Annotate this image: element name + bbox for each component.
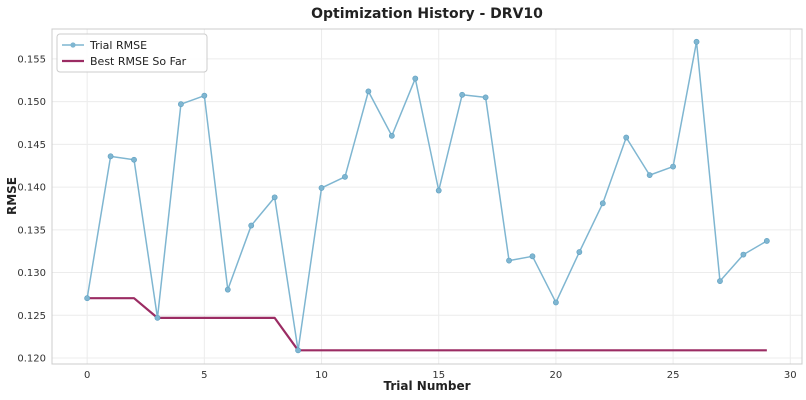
plot-area-frame: [51, 28, 803, 365]
y-tick-label: 0.130: [17, 268, 46, 279]
trial-rmse-point: [271, 194, 278, 201]
chart-title: Optimization History - DRV10: [311, 6, 543, 22]
y-tick-label: 0.150: [17, 97, 46, 108]
legend-trial-marker: [70, 42, 76, 48]
x-tick-label: 25: [667, 370, 680, 381]
trial-rmse-point: [529, 253, 536, 260]
trial-rmse-point: [84, 295, 91, 302]
y-axis-label: RMSE: [5, 177, 19, 215]
trial-rmse-point: [388, 132, 395, 139]
trial-rmse-point: [506, 257, 512, 264]
trial-rmse-point: [670, 163, 676, 170]
trial-rmse-point: [435, 187, 442, 194]
x-tick-label: 20: [550, 370, 563, 381]
trial-rmse-point: [107, 153, 114, 160]
x-tick-labels: 0 5 10 15 20 25 30: [84, 370, 797, 381]
trial-rmse-point: [459, 91, 466, 98]
trial-rmse-point: [646, 172, 653, 179]
y-tick-label: 0.155: [17, 54, 46, 65]
legend-trial-label: Trial RMSE: [89, 39, 147, 52]
trial-rmse-point: [599, 200, 606, 207]
trial-rmse-point: [318, 185, 325, 191]
legend: Trial RMSE Best RMSE So Far: [56, 33, 208, 73]
trial-rmse-point: [763, 238, 770, 244]
legend-best-label: Best RMSE So Far: [90, 55, 187, 68]
best-rmse-series: [87, 297, 767, 352]
trial-rmse-point: [482, 94, 489, 101]
y-tick-label: 0.120: [17, 354, 46, 365]
trial-rmse-point: [412, 75, 419, 82]
y-tick-label: 0.145: [17, 140, 46, 151]
trial-rmse-series: [84, 38, 770, 354]
trial-rmse-point: [365, 88, 372, 95]
trial-rmse-point: [295, 347, 301, 354]
trial-rmse-point: [178, 101, 184, 108]
trial-rmse-point: [201, 92, 208, 99]
x-tick-label: 30: [784, 370, 797, 381]
x-tick-label: 10: [315, 370, 328, 381]
trial-rmse-point: [224, 286, 231, 293]
x-tick-label: 5: [201, 370, 207, 381]
trial-rmse-point: [576, 249, 583, 255]
y-tick-labels: 0.120 0.125 0.130 0.135 0.140 0.145 0.150 0.155: [17, 54, 46, 364]
y-tick-label: 0.125: [17, 311, 46, 322]
trial-rmse-point: [154, 314, 161, 321]
trial-rmse-point: [740, 251, 747, 258]
trial-rmse-line: [86, 41, 768, 352]
x-axis-label: Trial Number: [383, 379, 470, 393]
trial-rmse-point: [342, 173, 348, 180]
legend-frame: [56, 33, 208, 73]
x-tick-label: 15: [432, 370, 445, 381]
x-tick-label: 0: [84, 370, 90, 381]
trial-rmse-point: [553, 299, 559, 306]
best-rmse-line: [87, 297, 767, 352]
y-tick-label: 0.135: [17, 225, 46, 236]
trial-rmse-point: [693, 38, 700, 45]
trial-rmse-point: [131, 156, 137, 163]
y-tick-label: 0.140: [17, 183, 46, 194]
trial-rmse-point: [248, 222, 255, 229]
trial-rmse-point: [623, 134, 630, 141]
trial-rmse-point: [717, 278, 723, 285]
